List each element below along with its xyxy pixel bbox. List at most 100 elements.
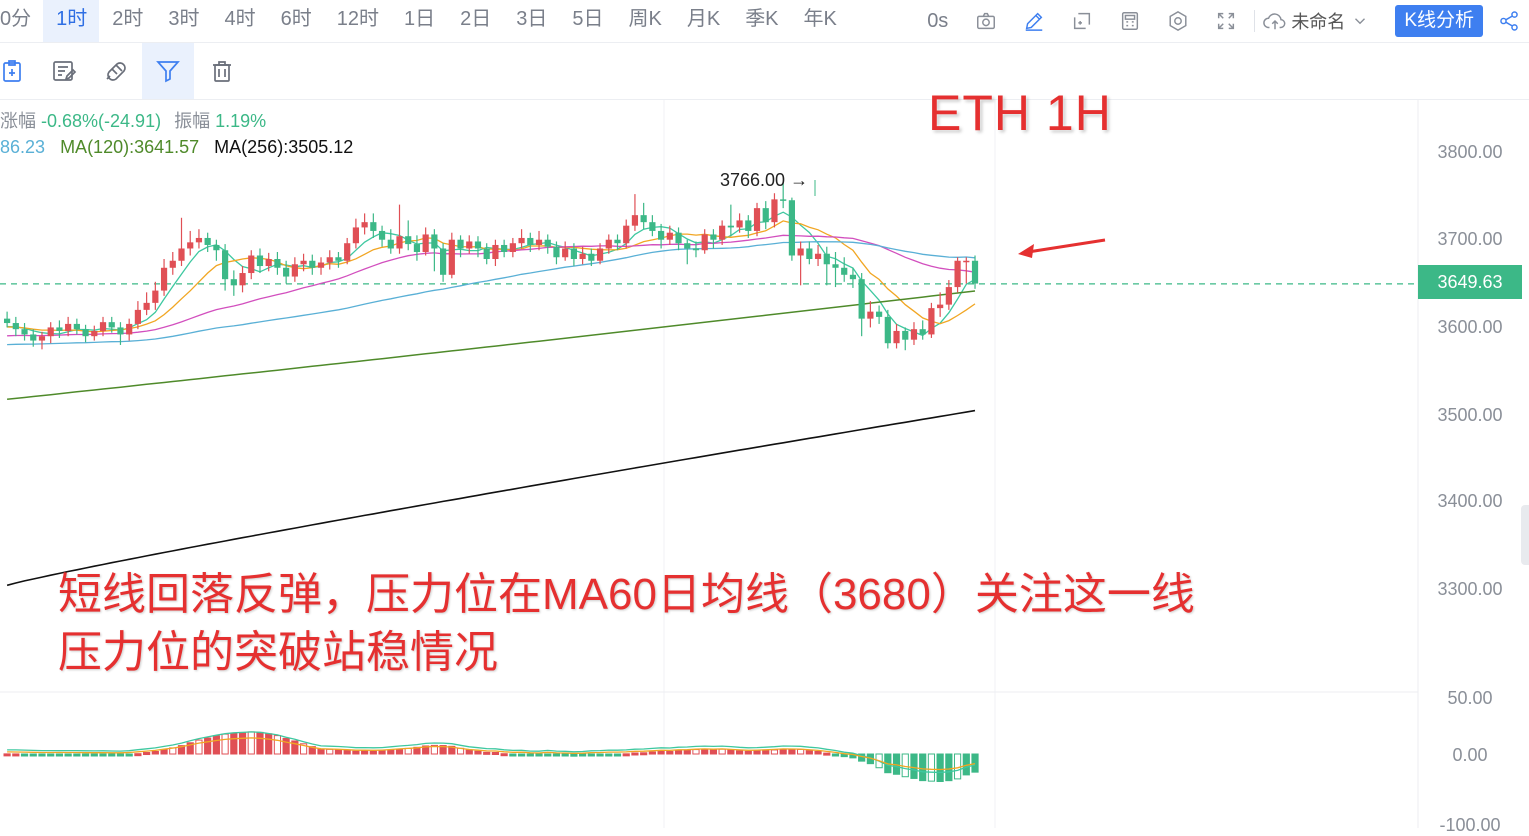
macd-histogram-bar <box>788 748 796 755</box>
candle-body <box>378 230 386 240</box>
candle-body <box>361 222 368 228</box>
candle-body <box>187 242 194 249</box>
candle-body <box>570 248 577 260</box>
candle-body <box>719 225 726 240</box>
macd-histogram-bar <box>55 753 64 757</box>
add-window-icon[interactable] <box>1058 0 1106 42</box>
layout-selector[interactable]: 未命名 <box>1259 8 1383 34</box>
candle-body <box>823 253 830 265</box>
candle <box>902 327 909 351</box>
macd-histogram-bar <box>526 753 534 757</box>
fullscreen-icon[interactable] <box>1202 0 1250 42</box>
candle <box>771 193 778 228</box>
candle-body <box>954 260 961 288</box>
period-tab[interactable]: 月K <box>686 8 721 30</box>
calculator-icon[interactable] <box>1106 0 1154 42</box>
pencil-icon[interactable] <box>1010 0 1058 42</box>
candle-body <box>562 248 569 258</box>
filter-icon[interactable] <box>142 43 194 99</box>
macd-histogram-bar <box>474 750 482 755</box>
period-tab[interactable]: 4时 <box>224 8 256 30</box>
candle-body <box>256 255 264 267</box>
candle <box>745 215 752 238</box>
macd-histogram-bar <box>701 748 709 755</box>
period-tab[interactable]: 2日 <box>460 8 492 30</box>
candle <box>300 253 307 272</box>
macd-histogram-bar <box>901 753 909 778</box>
candlestick-series <box>4 181 979 351</box>
period-tab[interactable]: 周K <box>628 8 662 30</box>
candle-body <box>21 329 28 335</box>
candle-body <box>352 227 359 244</box>
candle-body <box>213 244 220 251</box>
settings-hex-icon[interactable] <box>1154 0 1202 42</box>
macd-histogram-bar <box>570 753 578 757</box>
trash-icon[interactable] <box>196 43 248 99</box>
candle-body <box>448 239 455 275</box>
candle-body <box>91 330 98 337</box>
candle-body <box>535 239 543 245</box>
candle-body <box>239 273 246 286</box>
period-tab[interactable]: 1时 <box>43 0 100 42</box>
period-tab[interactable]: 3时 <box>168 8 200 30</box>
macd-histogram-bar <box>299 743 308 755</box>
candle-body <box>527 237 534 245</box>
macd-histogram-bar <box>108 753 116 757</box>
period-tab[interactable]: 6时 <box>280 8 312 30</box>
candle <box>945 280 952 310</box>
macd-histogram-bar <box>500 753 508 757</box>
candle-body <box>309 260 316 268</box>
candle <box>614 234 621 251</box>
candle-body <box>317 262 325 268</box>
period-tab[interactable]: 2时 <box>112 8 144 30</box>
period-tab[interactable]: 年K <box>803 8 837 30</box>
candle <box>719 220 726 245</box>
candle-body <box>152 290 159 303</box>
candle <box>222 244 229 291</box>
candle-body <box>396 236 403 249</box>
period-tab[interactable]: 12时 <box>336 8 379 30</box>
candle-body <box>727 225 734 228</box>
kline-analysis-button[interactable]: K线分析 <box>1395 5 1483 37</box>
candle <box>187 230 194 256</box>
macd-histogram-bar <box>20 753 29 757</box>
period-tab[interactable]: 季K <box>745 8 779 30</box>
candle-body <box>797 248 804 256</box>
clipboard-icon[interactable] <box>0 43 38 99</box>
candle <box>265 252 272 272</box>
macd-histogram-bar <box>448 745 456 755</box>
macd-histogram-bar <box>640 752 648 756</box>
period-tab[interactable]: 1日 <box>404 8 436 30</box>
ma5-line <box>7 211 976 337</box>
candle-body <box>431 234 438 249</box>
macd-histogram-bar <box>709 749 718 755</box>
ma30-line <box>7 234 976 337</box>
macd-histogram-bar <box>919 753 927 782</box>
candle <box>38 331 46 350</box>
candle-body <box>640 215 647 223</box>
macd-histogram-bar <box>369 750 377 755</box>
period-tab[interactable]: 0分 <box>0 8 32 30</box>
candle <box>21 323 28 341</box>
candle-body <box>666 232 673 240</box>
period-tab[interactable]: 3日 <box>516 8 548 30</box>
macd-histogram-bar <box>831 753 840 757</box>
side-panel-handle[interactable] <box>1521 505 1529 565</box>
magnet-icon[interactable] <box>90 43 142 99</box>
candle <box>675 227 682 251</box>
camera-icon[interactable] <box>962 0 1010 42</box>
period-tab[interactable]: 5日 <box>572 8 604 30</box>
macd-histogram-bar <box>491 752 500 756</box>
macd-histogram-bar <box>134 753 142 757</box>
candle-body <box>971 260 979 284</box>
macd-histogram-bar <box>247 731 255 755</box>
toolbar-tools: 0s 未命名 K线分析 <box>913 0 1529 42</box>
candle-body <box>457 239 464 249</box>
candle-body <box>780 199 787 201</box>
macd-histogram-bar <box>631 752 639 756</box>
candle-body <box>265 259 272 267</box>
candle <box>169 251 176 275</box>
share-icon[interactable] <box>1489 0 1529 42</box>
edit-note-icon[interactable] <box>38 43 90 99</box>
